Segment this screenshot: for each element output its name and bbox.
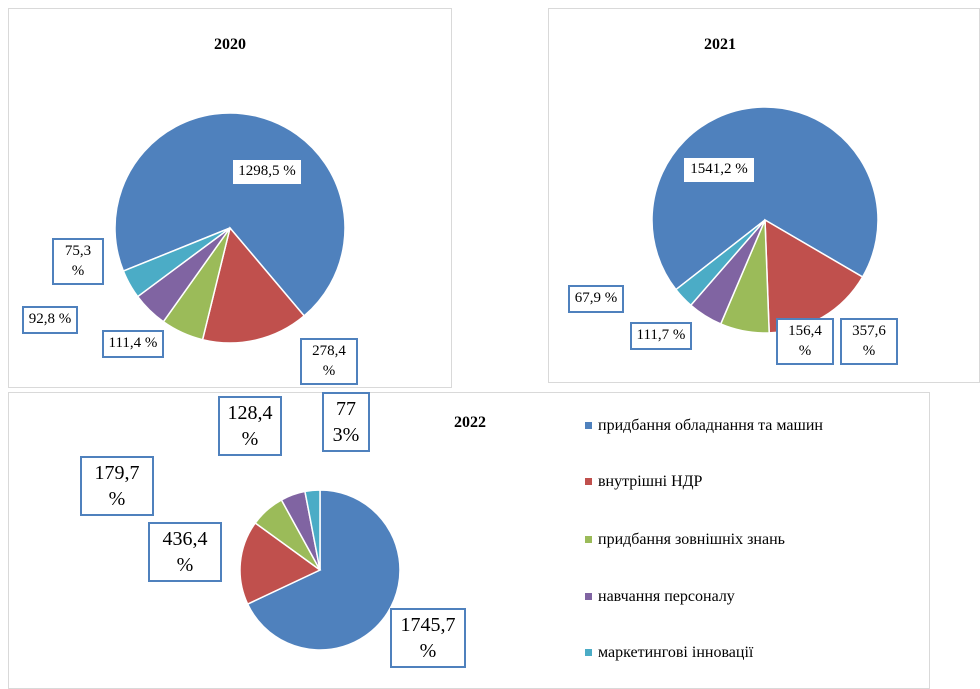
pie-slice (239, 521, 322, 606)
pie-slice (246, 489, 401, 651)
data-label: 111,7 % (630, 322, 692, 350)
legend-label: придбання зовнішніх знань (598, 531, 785, 548)
legend-entry: навчання персоналу (585, 587, 858, 606)
legend-swatch (585, 422, 592, 429)
data-label: 179,7 % (80, 456, 154, 516)
data-label: 278,4 % (300, 338, 358, 385)
legend-swatch (585, 478, 592, 485)
chart-title: 2021 (704, 36, 736, 53)
chart-title: 2020 (214, 36, 246, 53)
data-label: 75,3 % (52, 238, 104, 285)
pie-slice (201, 226, 306, 344)
legend-swatch (585, 593, 592, 600)
legend-label: навчання персоналу (598, 588, 735, 605)
legend-entry: маркетингові інновації (585, 643, 858, 662)
panel (8, 8, 452, 388)
legend-label: придбання обладнання та машин (598, 417, 823, 434)
data-label: 436,4 % (148, 522, 222, 582)
data-label: 156,4 % (776, 318, 834, 365)
legend-label: маркетингові інновації (598, 644, 754, 661)
legend-entry: придбання зовнішніх знань (585, 530, 858, 549)
data-label: 77 3% (322, 392, 370, 452)
pie-slice (304, 489, 321, 571)
data-label: 111,4 % (102, 330, 164, 358)
legend-entry: внутрішні НДР (585, 472, 858, 491)
legend-label: внутрішні НДР (598, 473, 703, 490)
legend-entry: придбання обладнання та машин (585, 416, 858, 435)
data-label: 128,4 % (218, 396, 282, 456)
data-label: 1298,5 % (233, 160, 301, 184)
data-label: 67,9 % (568, 285, 624, 313)
chart-title: 2022 (454, 414, 486, 431)
pie-slice (674, 219, 766, 307)
data-label: 1541,2 % (684, 158, 754, 182)
data-label: 1745,7 % (390, 608, 466, 668)
pie-slice (122, 227, 231, 298)
data-label: 92,8 % (22, 306, 78, 334)
legend-swatch (585, 536, 592, 543)
legend-swatch (585, 649, 592, 656)
data-label: 357,6 % (840, 318, 898, 365)
pie-slice (651, 106, 879, 291)
